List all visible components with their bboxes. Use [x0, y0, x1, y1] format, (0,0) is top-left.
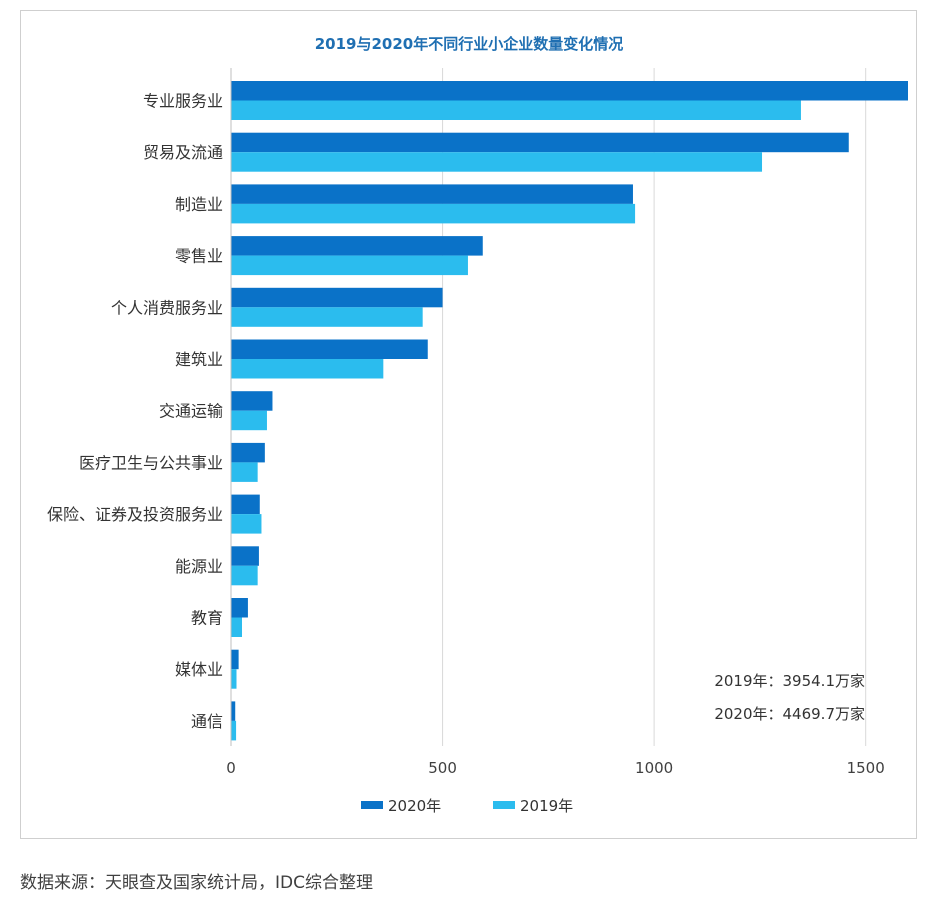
category-label: 教育 — [191, 609, 223, 628]
category-label: 医疗卫生与公共事业 — [79, 453, 223, 472]
category-label: 交通运输 — [159, 402, 223, 421]
bar-s1-0 — [231, 81, 908, 101]
bar-s1-4 — [231, 287, 443, 308]
category-label: 通信 — [191, 712, 223, 731]
chart-title: 2019与2020年不同行业小企业数量变化情况 — [314, 35, 624, 53]
chart-frame — [20, 10, 917, 839]
bar-s2-12 — [231, 720, 237, 741]
bar-s2-1 — [231, 152, 763, 172]
source-note: 数据来源：天眼查及国家统计局，IDC综合整理 — [20, 873, 373, 893]
bar-s1-11 — [231, 649, 239, 670]
total-annotation: 2020年：4469.7万家 — [714, 705, 865, 723]
bar-s2-3 — [231, 255, 468, 276]
bar-s1-9 — [231, 546, 259, 566]
x-tick-label: 1500 — [847, 759, 885, 777]
category-label: 个人消费服务业 — [111, 298, 223, 317]
bar-s1-7 — [231, 442, 265, 463]
bar-s1-6 — [231, 391, 273, 411]
bar-s1-1 — [231, 132, 849, 153]
bar-s2-11 — [231, 669, 237, 689]
bar-chart: 专业服务业贸易及流通制造业零售业个人消费服务业建筑业交通运输医疗卫生与公共事业保… — [47, 68, 908, 815]
bar-s1-12 — [231, 701, 236, 721]
bar-s1-10 — [231, 598, 248, 618]
total-annotation: 2019年：3954.1万家 — [714, 672, 865, 690]
legend-label: 2020年 — [388, 797, 441, 815]
bar-s2-6 — [231, 410, 267, 431]
bar-s1-5 — [231, 339, 428, 359]
bar-s2-9 — [231, 565, 258, 586]
bar-s2-7 — [231, 462, 258, 482]
x-tick-label: 1000 — [635, 759, 673, 777]
legend-label: 2019年 — [520, 797, 573, 815]
category-label: 建筑业 — [175, 350, 223, 369]
category-label: 保险、证券及投资服务业 — [47, 505, 223, 524]
category-label: 贸易及流通 — [143, 143, 223, 162]
category-label: 制造业 — [175, 195, 223, 214]
category-label: 媒体业 — [175, 660, 223, 679]
x-tick-label: 0 — [226, 759, 236, 777]
bar-s1-8 — [231, 494, 260, 515]
bar-s2-0 — [231, 100, 801, 120]
bar-s2-2 — [231, 203, 636, 224]
bar-s2-5 — [231, 359, 384, 379]
legend-swatch — [493, 801, 515, 809]
category-label: 专业服务业 — [143, 92, 223, 111]
bar-s2-8 — [231, 514, 262, 534]
category-label: 零售业 — [175, 247, 223, 266]
x-tick-label: 500 — [428, 759, 457, 777]
bar-s2-10 — [231, 617, 243, 637]
legend-swatch — [361, 801, 383, 809]
category-label: 能源业 — [175, 557, 223, 576]
bar-s2-4 — [231, 307, 423, 327]
bar-s1-3 — [231, 236, 483, 256]
bar-s1-2 — [231, 184, 633, 204]
